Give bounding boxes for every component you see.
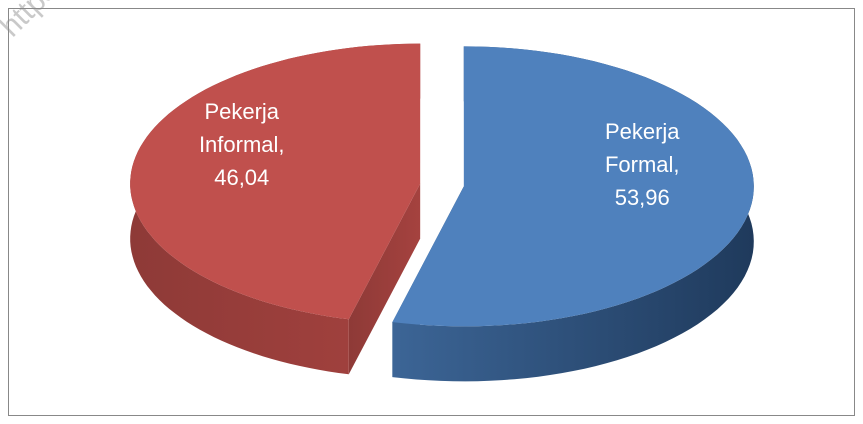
label-category: Pekerja Informal: [198, 98, 280, 157]
slice: [392, 46, 754, 327]
label-separator: ,: [278, 131, 285, 157]
label-category: Pekerja Formal: [604, 119, 680, 178]
label-value: 53,96: [614, 185, 670, 211]
data-label: Pekerja Formal, 53,96: [572, 115, 712, 214]
label-separator: ,: [673, 152, 680, 178]
slice: [130, 43, 421, 320]
slice-cut-side: [348, 183, 421, 375]
label-value: 46,04: [214, 164, 270, 190]
data-label: Pekerja Informal, 46,04: [172, 95, 312, 194]
